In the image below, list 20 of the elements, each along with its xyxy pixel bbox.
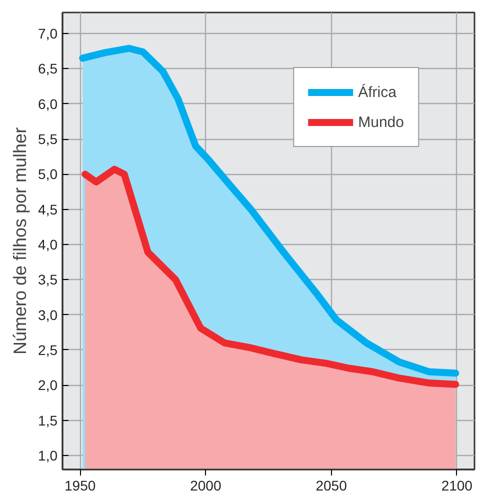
legend-label: Mundo: [358, 114, 404, 130]
y-tick-label: 5,0: [38, 166, 58, 182]
y-tick-label: 4,5: [38, 201, 58, 218]
y-tick-label: 2,0: [38, 377, 58, 394]
y-axis-title: Número de filhos por mulher: [10, 127, 30, 355]
y-tick-label: 7,0: [38, 26, 58, 42]
x-tick-label: 2100: [441, 478, 473, 494]
y-tick-label: 3,5: [38, 272, 58, 288]
y-tick-label: 2,5: [38, 342, 58, 358]
y-tick-label: 5,5: [38, 131, 58, 148]
y-tick-label: 1,0: [38, 447, 58, 464]
x-tick-label: 2050: [316, 478, 348, 494]
x-tick-label: 1950: [64, 478, 96, 494]
y-tick-label: 6,5: [38, 60, 58, 77]
y-tick-label: 6,0: [38, 96, 58, 112]
y-tick-label: 1,5: [38, 412, 58, 428]
y-tick-label: 3,0: [38, 306, 58, 323]
x-tick-label: 2000: [190, 478, 222, 494]
y-tick-label: 4,0: [38, 236, 58, 253]
legend-label: África: [358, 84, 396, 100]
